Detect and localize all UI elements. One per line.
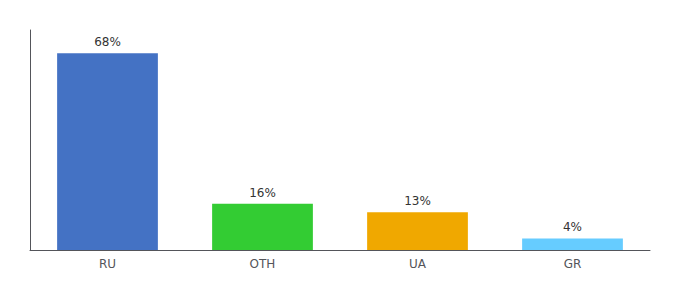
svg-text:RU: RU: [99, 257, 116, 271]
svg-text:13%: 13%: [404, 194, 431, 208]
svg-text:OTH: OTH: [250, 257, 276, 271]
svg-text:4%: 4%: [563, 220, 582, 234]
svg-text:16%: 16%: [249, 186, 276, 200]
svg-text:GR: GR: [564, 257, 582, 271]
svg-text:UA: UA: [409, 257, 427, 271]
svg-text:68%: 68%: [94, 35, 121, 49]
